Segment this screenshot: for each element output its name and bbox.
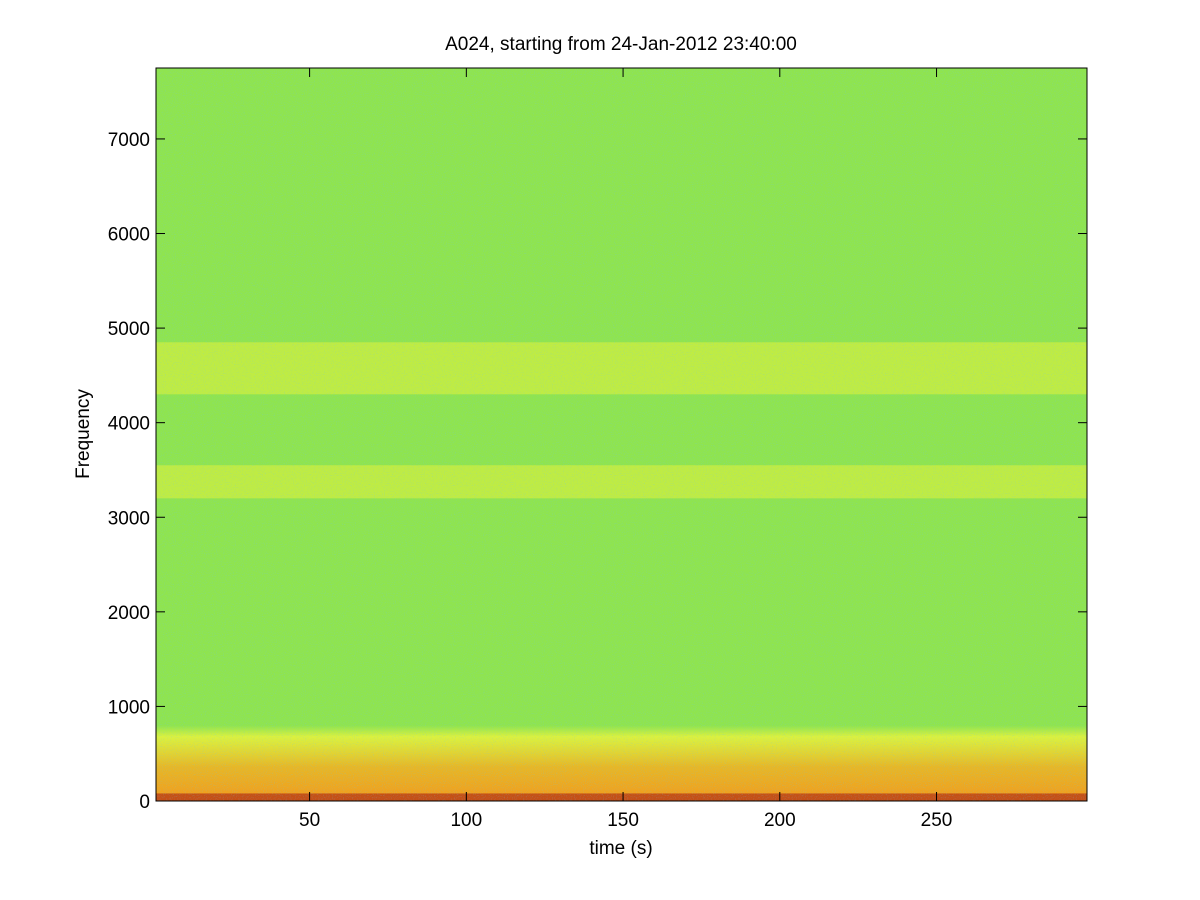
- x-tick-label: 250: [921, 810, 953, 831]
- x-tick-label: 200: [764, 810, 796, 831]
- y-tick-label: 4000: [108, 414, 150, 435]
- y-axis-ticks: 0 1000 2000 3000 4000 5000 6000 7000: [108, 130, 1087, 813]
- heatmap-noise: [156, 68, 1087, 801]
- y-tick-label: 1000: [108, 697, 150, 718]
- y-tick-label: 0: [139, 792, 150, 813]
- x-axis-label: time (s): [589, 838, 652, 859]
- chart-title: A024, starting from 24-Jan-2012 23:40:00: [445, 34, 797, 55]
- y-tick-label: 6000: [108, 225, 150, 246]
- y-tick-label: 2000: [108, 603, 150, 624]
- x-axis-ticks: 50 100 150 200 250: [299, 68, 952, 831]
- x-tick-label: 100: [450, 810, 482, 831]
- plot-area: [155, 67, 1088, 802]
- x-tick-label: 50: [299, 810, 320, 831]
- y-tick-label: 3000: [108, 508, 150, 529]
- plot-frame: [155, 67, 1088, 802]
- y-tick-label: 7000: [108, 130, 150, 151]
- y-tick-label: 5000: [108, 319, 150, 340]
- y-axis-label: Frequency: [73, 389, 94, 479]
- x-tick-label: 150: [607, 810, 639, 831]
